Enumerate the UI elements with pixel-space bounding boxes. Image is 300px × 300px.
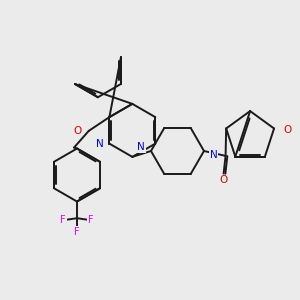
Text: N: N	[210, 150, 218, 160]
Text: N: N	[96, 139, 104, 148]
Text: O: O	[74, 126, 82, 136]
Text: O: O	[284, 125, 292, 135]
Text: F: F	[88, 215, 94, 225]
Text: O: O	[220, 176, 228, 185]
Text: N: N	[137, 142, 145, 152]
Text: F: F	[74, 227, 80, 237]
Text: F: F	[60, 215, 66, 225]
